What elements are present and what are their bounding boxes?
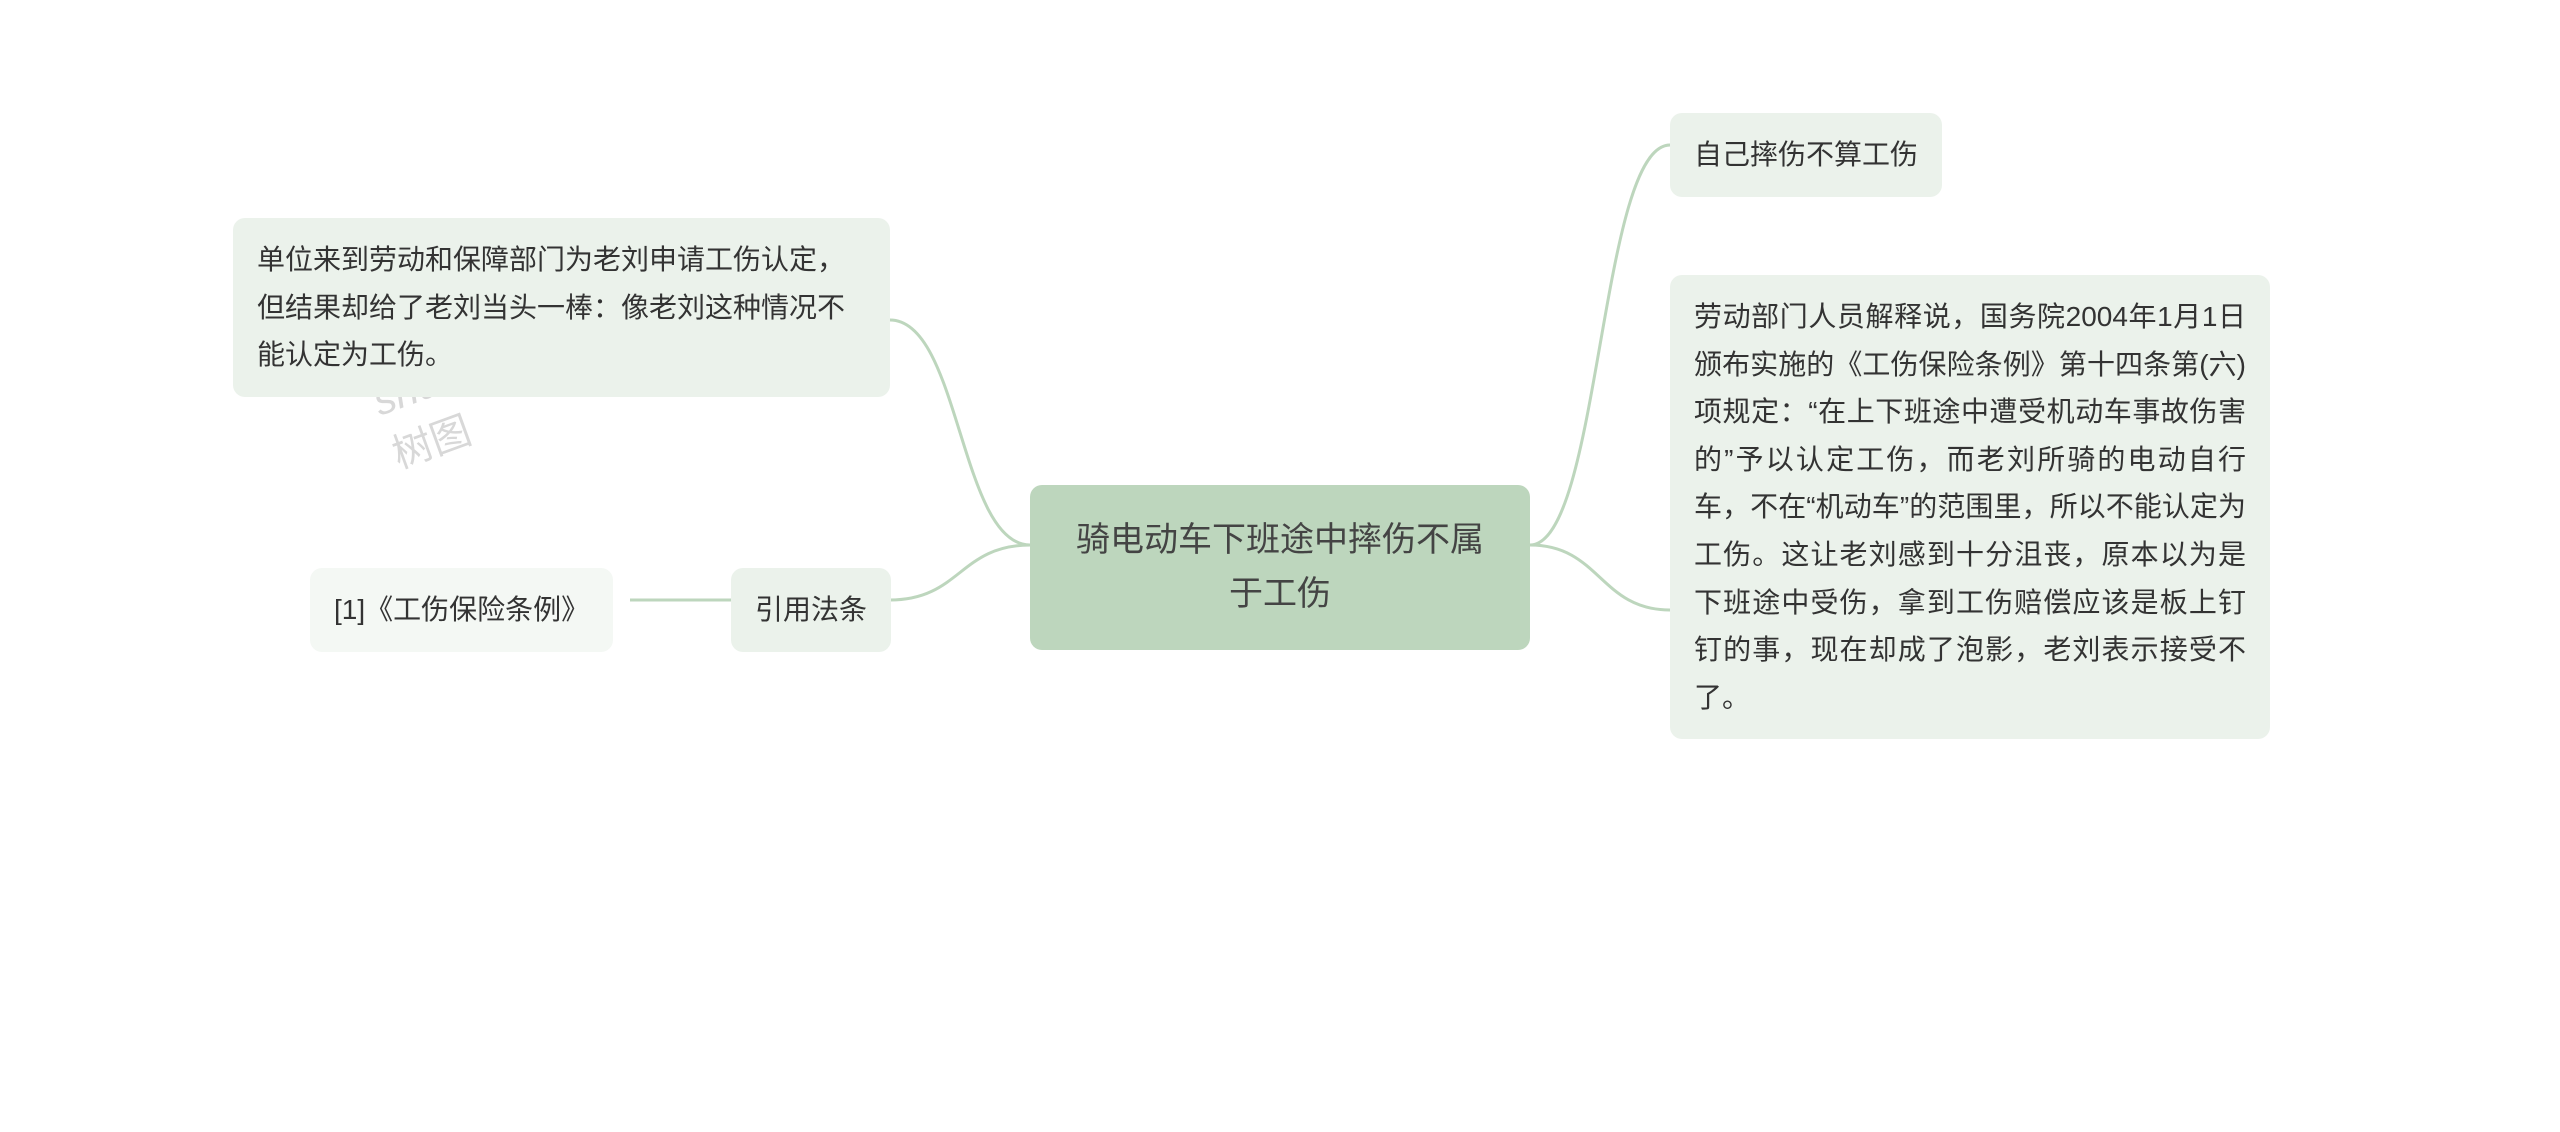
left-branch-2-child-1: [1]《工伤保险条例》 (310, 568, 613, 652)
connector-left-1 (890, 320, 1030, 545)
left-branch-1: 单位来到劳动和保障部门为老刘申请工伤认定，但结果却给了老刘当头一棒：像老刘这种情… (233, 218, 890, 397)
watermark-secondary: 树图 (387, 408, 477, 477)
right-branch-2: 劳动部门人员解释说，国务院2004年1月1日颁布实施的《工伤保险条例》第十四条第… (1670, 275, 2270, 739)
right-branch-1: 自己摔伤不算工伤 (1670, 113, 1942, 197)
connector-right-2 (1530, 545, 1670, 610)
connector-left-2 (890, 545, 1030, 600)
left-branch-2: 引用法条 (731, 568, 891, 652)
mindmap-container: shutu.cn 树图 shutu.cn 树图 骑电动车下班途中摔伤不属于工伤 … (0, 0, 2560, 1132)
center-node: 骑电动车下班途中摔伤不属于工伤 (1030, 485, 1530, 650)
connector-right-1 (1530, 145, 1670, 545)
